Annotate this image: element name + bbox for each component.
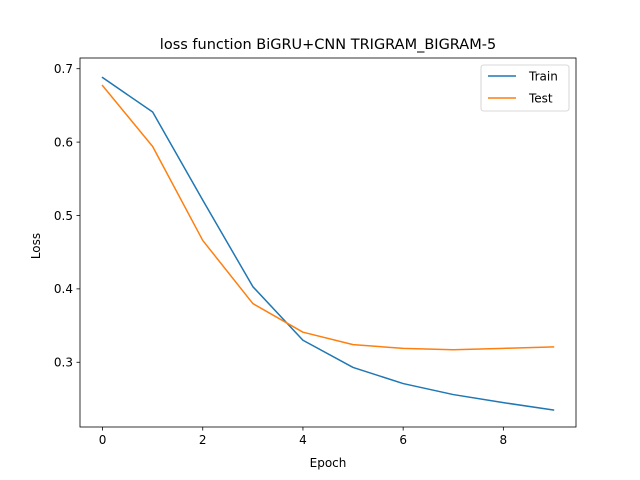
chart-title: loss function BiGRU+CNN TRIGRAM_BIGRAM-5 (160, 37, 496, 53)
series-line-train (101, 76, 555, 411)
plot-area: 0 2 4 6 8 0.3 0.4 0.5 0.6 0.7 Train Test (54, 57, 577, 447)
plot-frame (79, 57, 577, 428)
x-tick-label: 8 (500, 433, 508, 447)
legend-label-train: Train (528, 69, 558, 83)
x-tick-label: 4 (299, 433, 307, 447)
x-tick-label: 2 (199, 433, 207, 447)
y-tick-label: 0.3 (54, 356, 73, 370)
series-line-test (101, 84, 555, 351)
y-tick-label: 0.6 (54, 135, 73, 149)
y-axis-label: Loss (29, 233, 43, 259)
y-tick-label: 0.4 (54, 282, 73, 296)
x-tick-label: 6 (399, 433, 407, 447)
y-tick-label: 0.7 (54, 62, 73, 76)
x-axis-label: Epoch (310, 456, 347, 470)
y-tick-label: 0.5 (54, 209, 73, 223)
x-tick-label: 0 (99, 433, 107, 447)
legend-label-test: Test (528, 91, 553, 105)
